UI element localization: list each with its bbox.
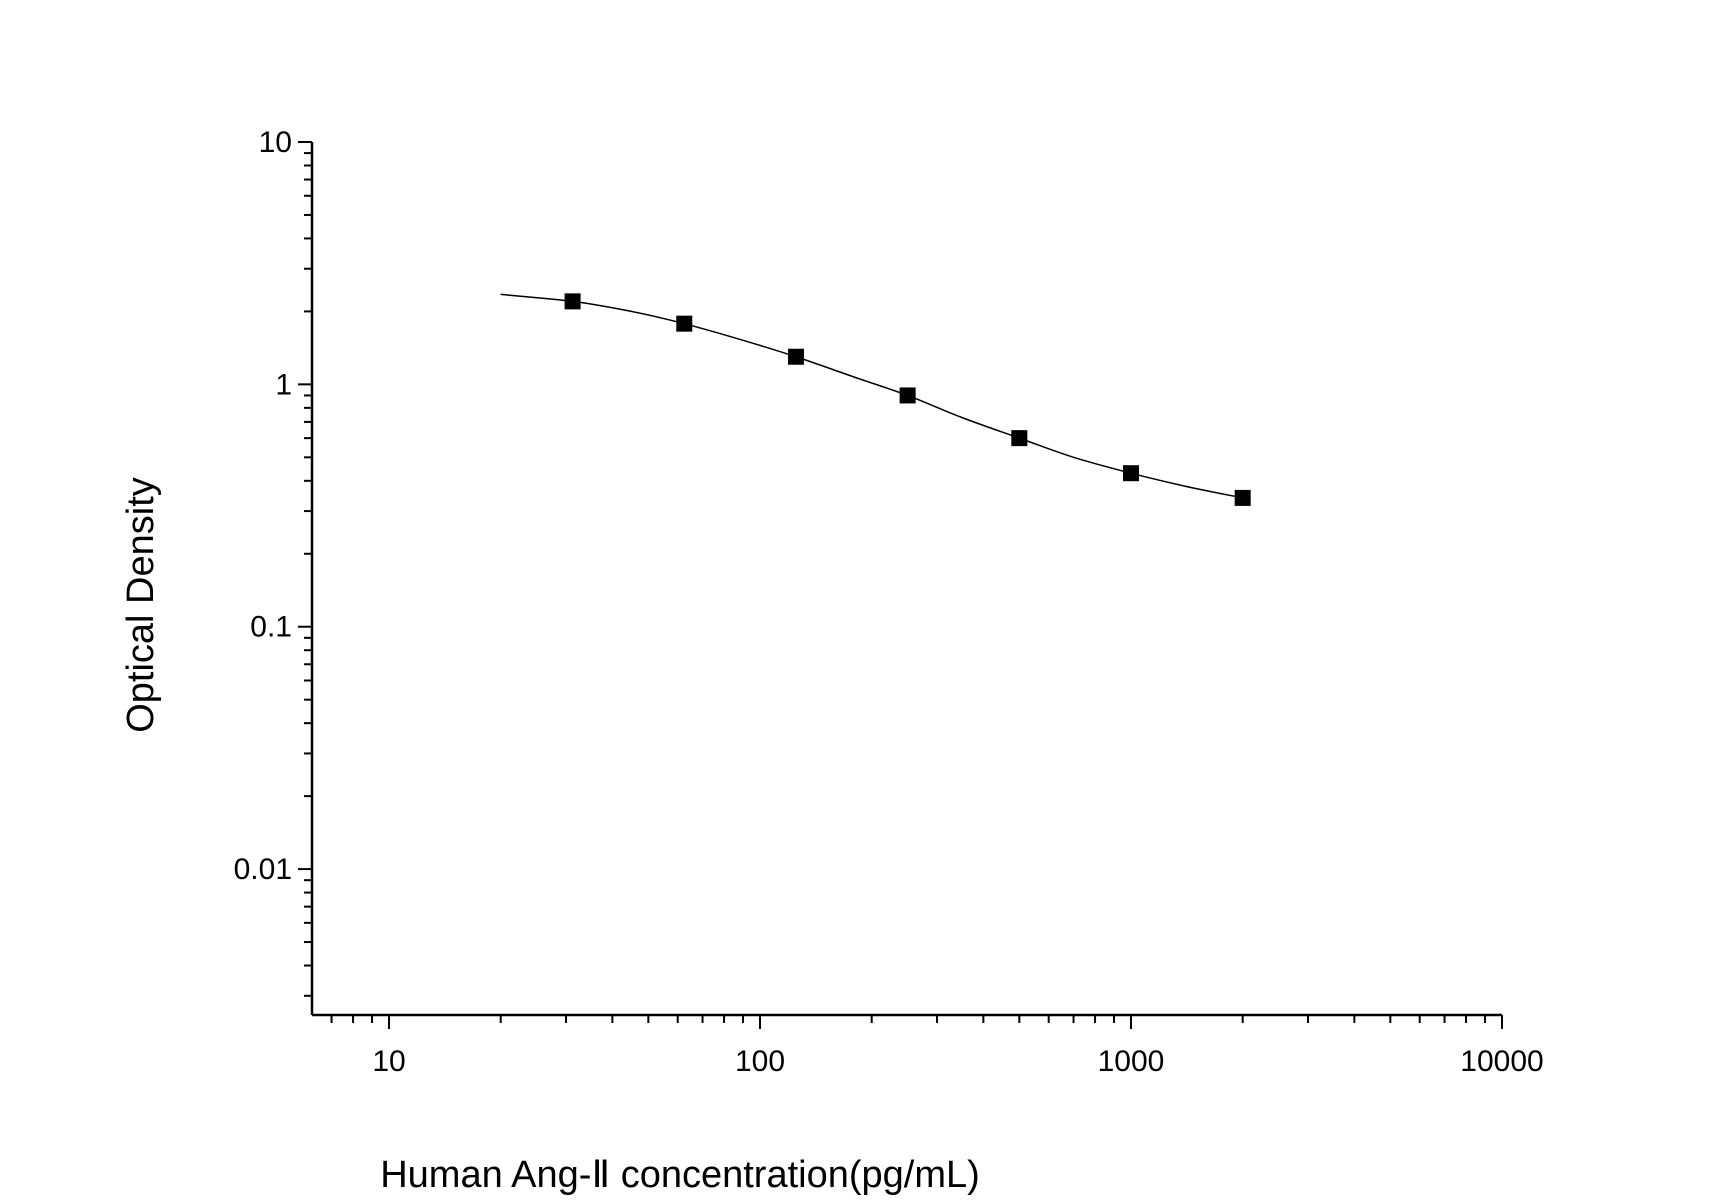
data-point xyxy=(564,293,581,310)
y-tick-label: 10 xyxy=(259,126,292,159)
y-ticks xyxy=(298,141,312,997)
y-tick-label: 0.1 xyxy=(250,611,292,644)
x-axis-title: Human Ang-Ⅱ concentration(pg/mL) xyxy=(380,1154,980,1196)
x-tick-label: 10 xyxy=(372,1045,405,1078)
data-point xyxy=(899,387,916,404)
data-point xyxy=(1123,465,1140,482)
y-tick-label: 1 xyxy=(275,368,292,401)
x-tick-label: 100 xyxy=(735,1045,785,1078)
data-point xyxy=(787,348,804,365)
y-axis-title: Optical Density xyxy=(120,477,162,733)
y-tick-labels: 0.01 0.1 1 10 xyxy=(234,126,292,886)
x-ticks xyxy=(330,1015,1503,1029)
data-point xyxy=(1011,430,1028,447)
x-tick-labels: 10 100 1000 10000 xyxy=(372,1045,1543,1078)
data-points xyxy=(564,293,1251,506)
data-point xyxy=(1234,489,1251,506)
y-tick-label: 0.01 xyxy=(234,853,292,886)
axes xyxy=(310,142,1502,1017)
x-tick-label: 1000 xyxy=(1098,1045,1165,1078)
data-point xyxy=(676,315,693,332)
x-tick-label: 10000 xyxy=(1460,1045,1543,1078)
